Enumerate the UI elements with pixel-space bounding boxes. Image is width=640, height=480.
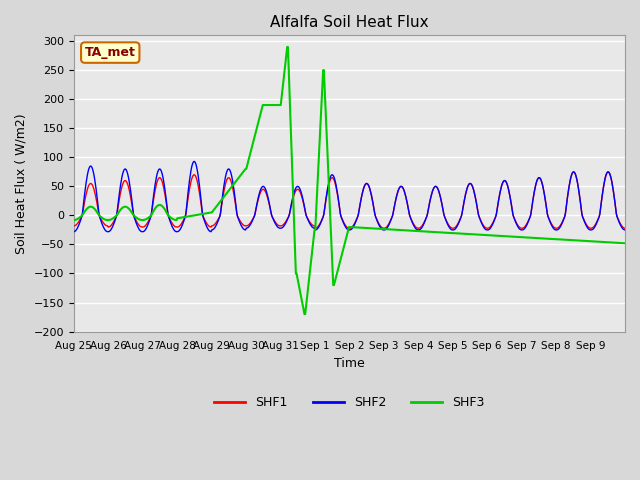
X-axis label: Time: Time bbox=[334, 357, 365, 370]
Legend: SHF1, SHF2, SHF3: SHF1, SHF2, SHF3 bbox=[209, 391, 490, 414]
Text: TA_met: TA_met bbox=[85, 46, 136, 59]
Title: Alfalfa Soil Heat Flux: Alfalfa Soil Heat Flux bbox=[270, 15, 429, 30]
Y-axis label: Soil Heat Flux ( W/m2): Soil Heat Flux ( W/m2) bbox=[15, 113, 28, 254]
